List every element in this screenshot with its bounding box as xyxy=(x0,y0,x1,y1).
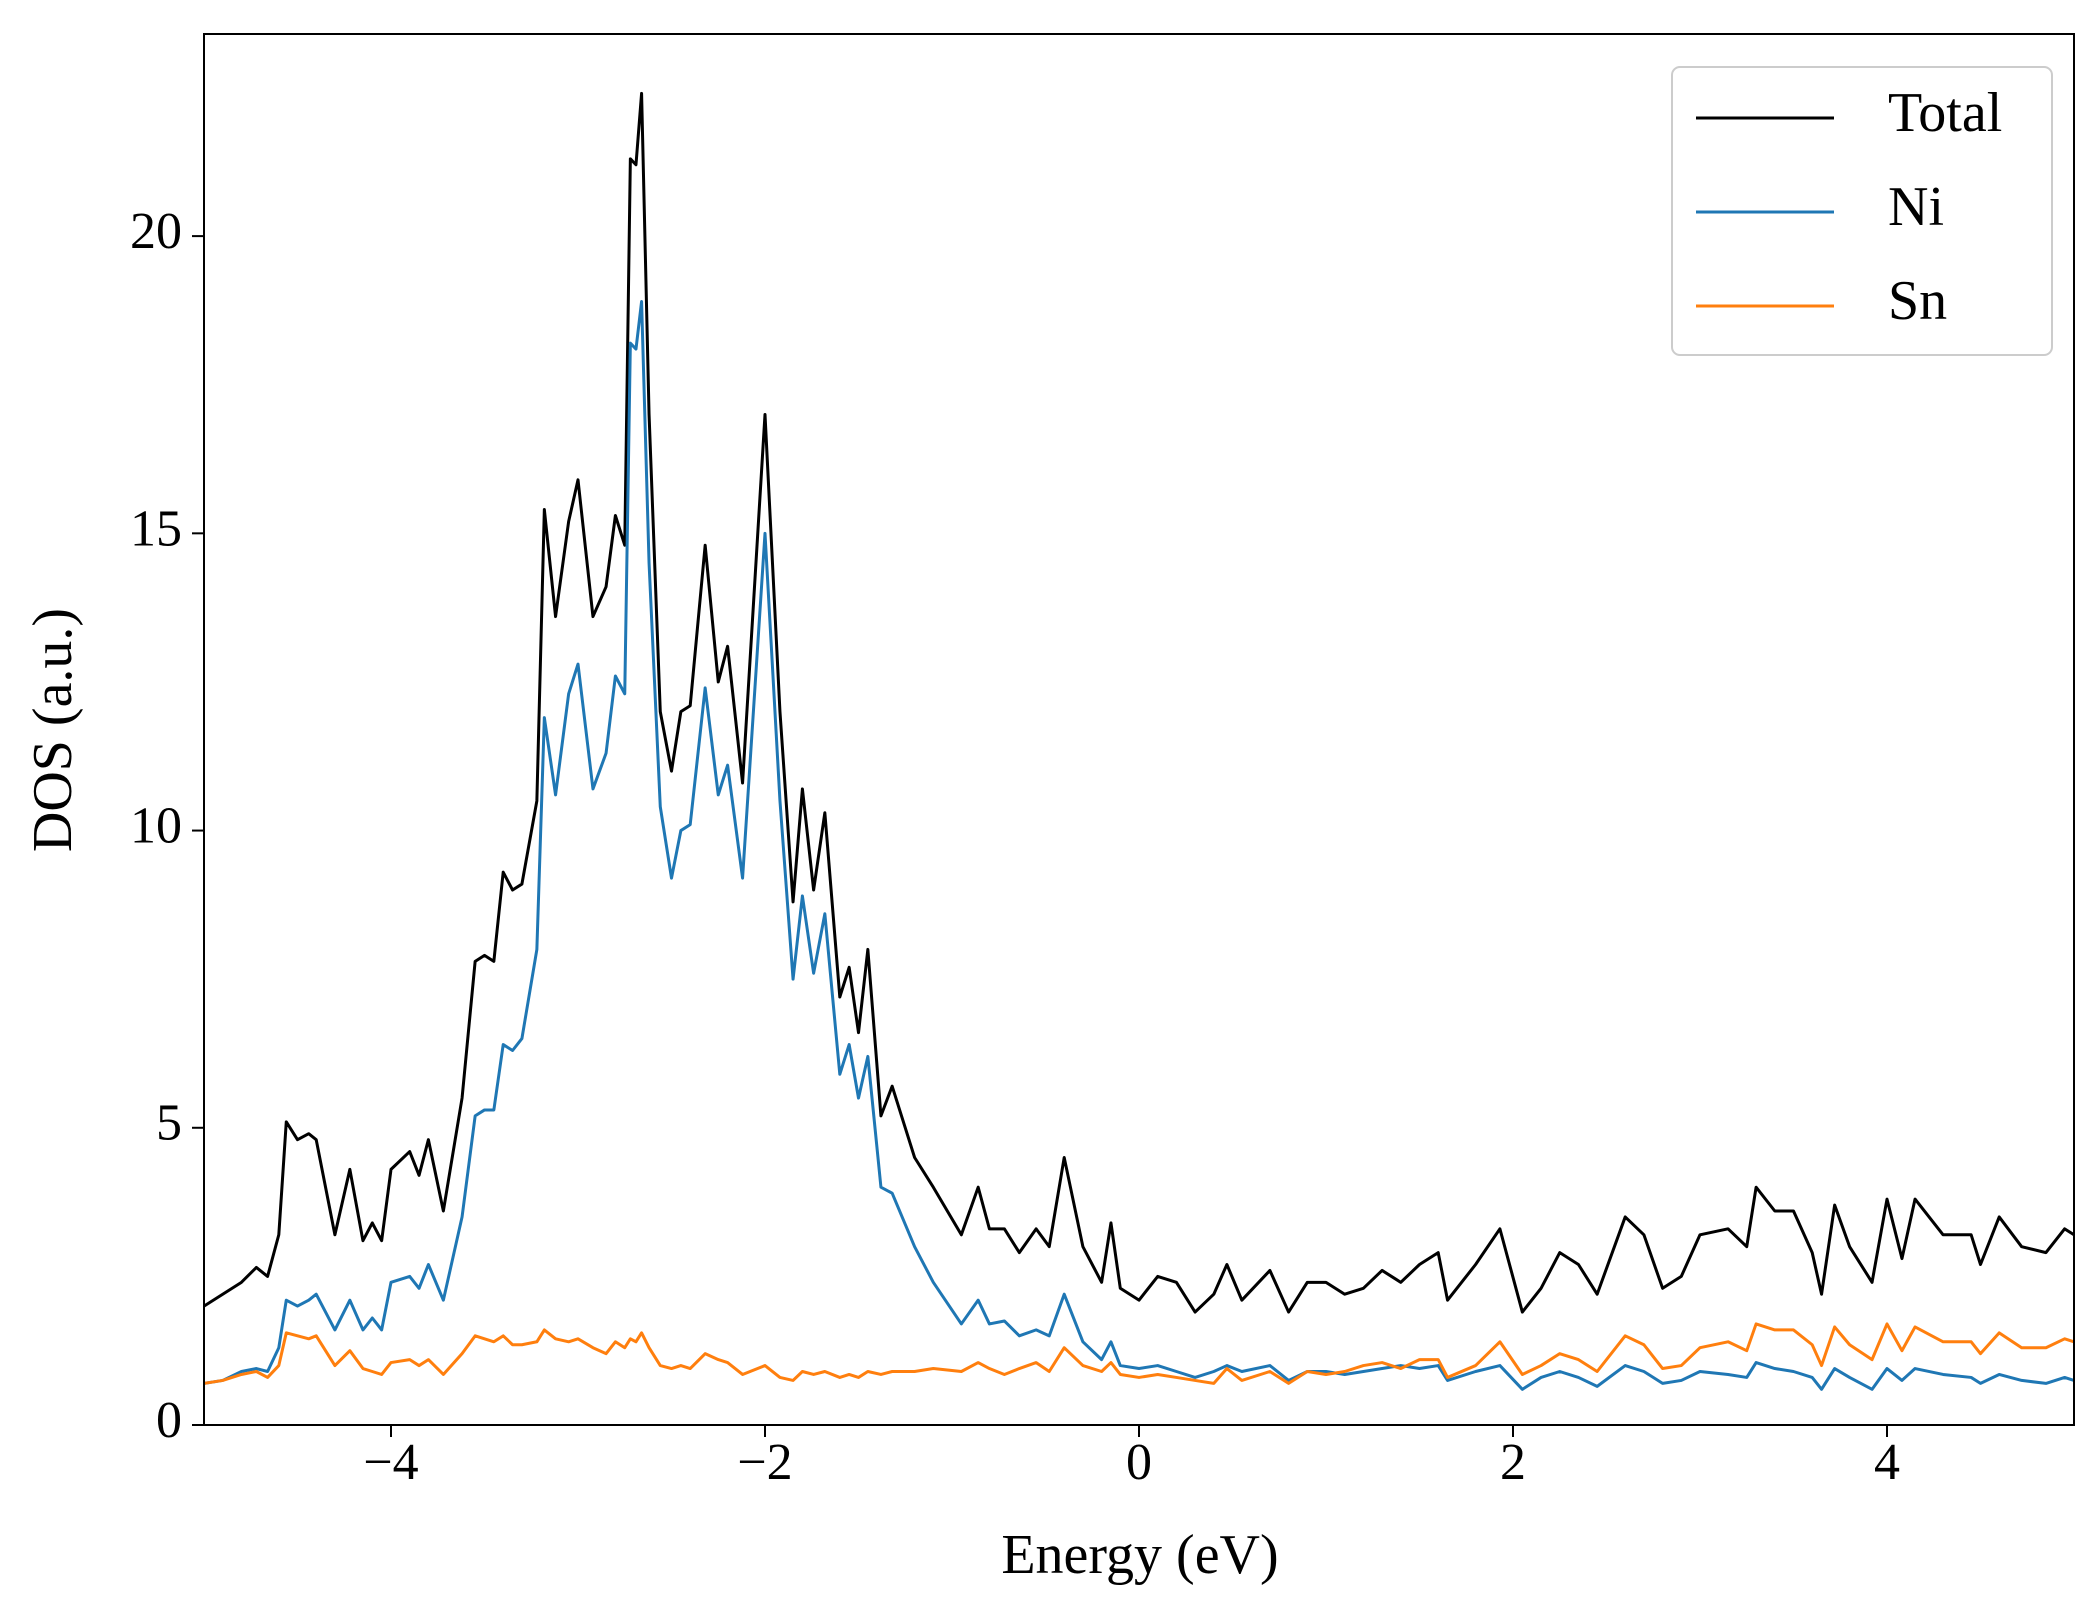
y-tick-label: 5 xyxy=(156,1095,182,1152)
y-tick-label: 0 xyxy=(156,1392,182,1449)
y-tick-label: 20 xyxy=(130,203,182,260)
legend-box xyxy=(1671,66,2053,356)
x-tick-label: 4 xyxy=(1874,1434,1900,1491)
series-line xyxy=(204,300,2074,1391)
plot-frame xyxy=(203,33,2075,1426)
series-line xyxy=(204,1322,2074,1385)
x-tick-label: −2 xyxy=(737,1434,792,1491)
x-axis-label: Energy (eV) xyxy=(1001,1524,1278,1586)
y-tick-label: 10 xyxy=(130,797,182,854)
series-line xyxy=(204,91,2074,1314)
legend-label: Ni xyxy=(1888,176,1944,238)
legend-label: Sn xyxy=(1888,270,1947,332)
x-tick-label: −4 xyxy=(363,1434,418,1491)
y-axis-label: DOS (a.u.) xyxy=(22,608,84,852)
y-tick-label: 15 xyxy=(130,500,182,557)
legend-label: Total xyxy=(1888,82,2002,144)
x-tick-label: 2 xyxy=(1500,1434,1526,1491)
x-tick-label: 0 xyxy=(1126,1434,1152,1491)
